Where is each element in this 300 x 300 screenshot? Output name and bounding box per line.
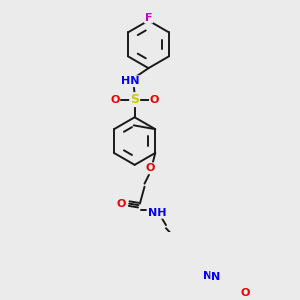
Text: O: O [146, 163, 155, 173]
Text: O: O [110, 94, 119, 105]
Text: O: O [117, 199, 126, 208]
Text: S: S [130, 93, 139, 106]
Text: N: N [211, 272, 220, 281]
Text: HN: HN [121, 76, 139, 86]
Text: NH: NH [148, 208, 166, 218]
Text: O: O [150, 94, 159, 105]
Text: O: O [240, 288, 250, 298]
Text: N: N [203, 271, 212, 281]
Text: F: F [145, 13, 152, 22]
